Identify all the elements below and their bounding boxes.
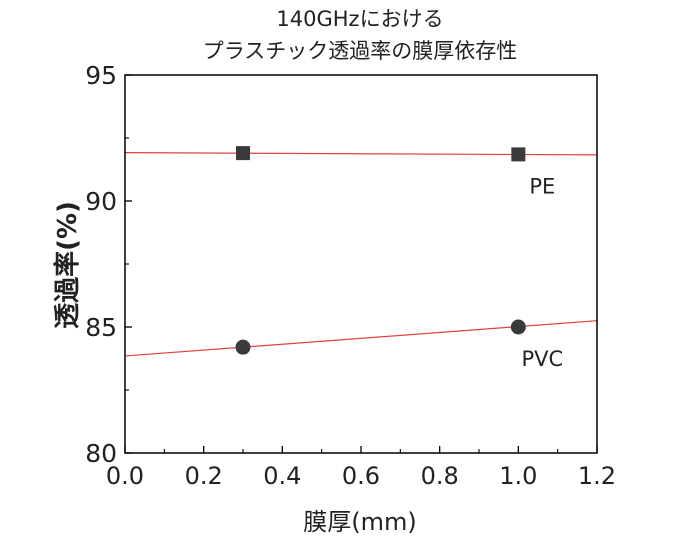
chart-title-line-2: プラスチック透過率の膜厚依存性 <box>203 39 518 63</box>
series-labels: PE PVC <box>521 174 563 371</box>
series-label-pe: PE <box>529 174 555 198</box>
x-tick-label: 1.0 <box>499 462 537 490</box>
x-tick-label: 0.4 <box>263 462 301 490</box>
x-tick-label: 0.6 <box>342 462 380 490</box>
data-point-pe <box>511 147 526 162</box>
x-tick-label: 1.2 <box>578 462 616 490</box>
x-tick-label: 0.8 <box>421 462 459 490</box>
x-tick-label: 0.2 <box>185 462 223 490</box>
data-point-pvc <box>235 339 251 355</box>
y-tick-label: 85 <box>85 313 117 342</box>
y-tick-label: 95 <box>85 61 117 90</box>
y-axis-label: 透過率(%) <box>52 201 83 329</box>
chart-title: 140GHzにおける プラスチック透過率の膜厚依存性 <box>203 7 518 63</box>
fit-line-pe <box>124 152 598 156</box>
fit-lines <box>124 152 598 357</box>
x-axis-label: 膜厚(mm) <box>303 508 416 536</box>
data-markers <box>235 146 526 355</box>
y-tick-label: 90 <box>85 187 117 216</box>
y-axis-ticks: 80 85 90 95 <box>85 61 132 468</box>
chart-title-line-1: 140GHzにおける <box>276 7 443 31</box>
x-axis-ticks: 0.0 0.2 0.4 0.6 0.8 1.0 1.2 <box>106 446 616 490</box>
data-point-pvc <box>510 319 526 335</box>
data-point-pe <box>236 146 250 161</box>
x-tick-label: 0.0 <box>106 462 144 490</box>
series-label-pvc: PVC <box>521 347 563 371</box>
plot-frame <box>124 74 598 454</box>
y-tick-label: 80 <box>85 439 117 468</box>
